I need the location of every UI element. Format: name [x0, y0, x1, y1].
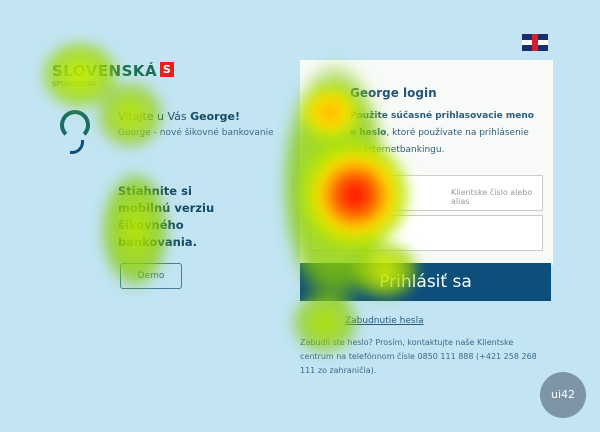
- help-text: Zabudli ste heslo? Prosím, kontaktujte n…: [300, 338, 537, 375]
- uk-flag-icon[interactable]: [522, 34, 548, 51]
- forgot-password-link[interactable]: Zabudnutie hesla: [345, 316, 424, 326]
- username-input[interactable]: Klientske číslo alebo alias: [310, 175, 543, 211]
- demo-button[interactable]: Demo: [120, 263, 182, 289]
- brand-logo: SLOVENSKÁ S: [52, 62, 175, 80]
- login-button[interactable]: Prihlásiť sa: [300, 263, 551, 301]
- login-description: Použite súčasné prihlasovacie meno a hes…: [350, 111, 534, 155]
- sporitelna-logo-icon: S: [160, 62, 175, 77]
- brand-name: SLOVENSKÁ: [52, 62, 158, 80]
- login-title: George login: [350, 86, 437, 100]
- welcome-subtitle: George - nové šikovné bankovanie: [118, 128, 274, 138]
- password-input[interactable]: [310, 215, 543, 251]
- george-logo-tail-icon: [70, 140, 84, 154]
- george-logo-icon: [60, 110, 90, 140]
- welcome-heading: Vitajte u Vás George!: [118, 110, 240, 123]
- promo-text: Stiahnite si mobilnú verziu šikovného ba…: [118, 184, 215, 249]
- ui42-badge: ui42: [540, 372, 586, 418]
- brand-sub: SPORITEĽŇA: [52, 80, 96, 88]
